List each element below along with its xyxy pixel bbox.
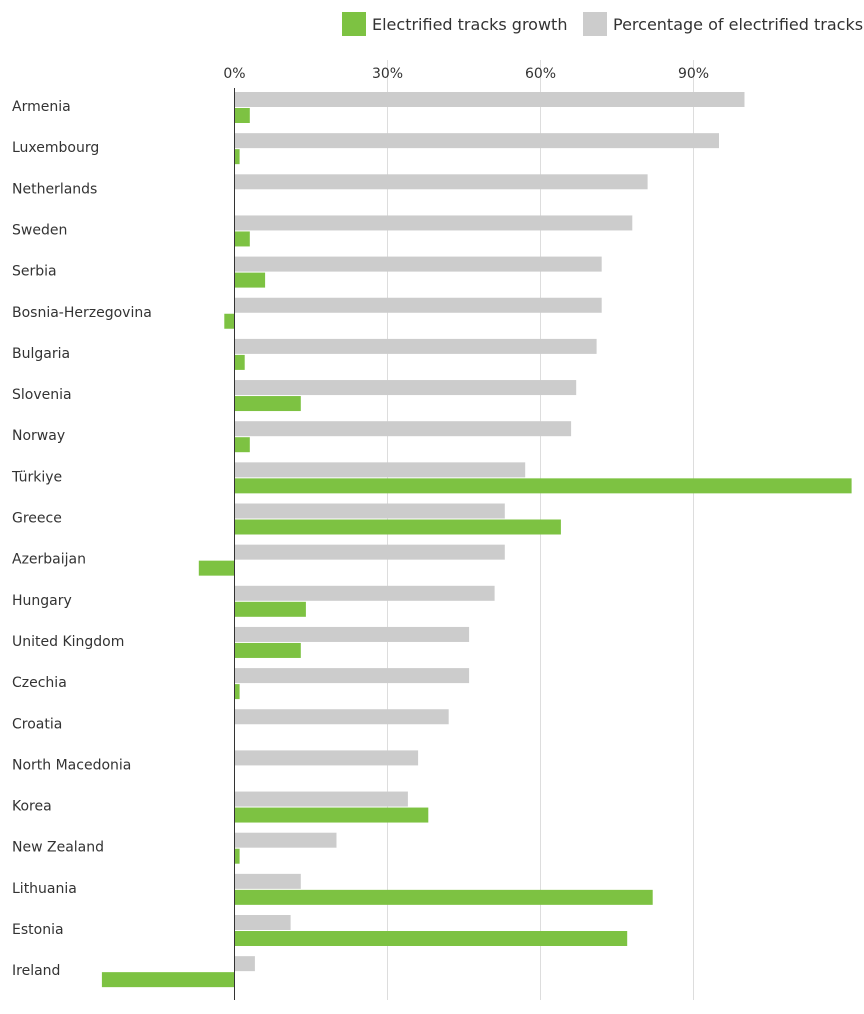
bar-growth-20 <box>234 931 628 946</box>
bar-percentage-14 <box>234 668 470 684</box>
legend: Electrified tracks growth Percentage of … <box>342 12 863 36</box>
category-label: Greece <box>12 511 62 527</box>
x-tick-label: 60% <box>525 66 556 82</box>
bar-growth-1 <box>234 149 240 165</box>
category-label: Hungary <box>12 593 72 609</box>
bar-percentage-20 <box>234 915 291 930</box>
legend-label-percentage: Percentage of electrified tracks <box>613 15 863 34</box>
category-label: Lithuania <box>12 881 77 897</box>
bar-percentage-0 <box>234 92 745 107</box>
bar-growth-8 <box>234 437 250 453</box>
category-label: Croatia <box>12 716 62 732</box>
x-tick-label: 90% <box>678 66 709 82</box>
category-label: Azerbaijan <box>12 552 86 568</box>
category-label: Luxembourg <box>12 140 99 156</box>
bar-growth-13 <box>234 642 301 658</box>
category-label: United Kingdom <box>12 634 124 650</box>
category-label: New Zealand <box>12 840 104 856</box>
category-label: Serbia <box>12 264 57 280</box>
category-label: North Macedonia <box>12 757 131 773</box>
category-label: Korea <box>12 799 52 815</box>
x-axis-ticks: 0% 30% 60% 90% <box>223 66 709 82</box>
bar-percentage-21 <box>234 956 255 972</box>
bar-growth-7 <box>234 396 301 412</box>
bar-percentage-10 <box>234 503 505 519</box>
bars <box>101 92 852 988</box>
bar-percentage-2 <box>234 174 648 190</box>
bar-growth-10 <box>234 519 561 535</box>
legend-swatch-percentage <box>583 12 607 36</box>
bar-percentage-13 <box>234 626 470 642</box>
legend-label-growth: Electrified tracks growth <box>372 15 567 34</box>
bar-percentage-1 <box>234 133 719 149</box>
bar-percentage-12 <box>234 585 495 601</box>
bar-growth-9 <box>234 478 852 494</box>
category-labels: Armenia Luxembourg Netherlands Sweden Serbia… <box>11 99 152 979</box>
category-label: Sweden <box>12 222 67 238</box>
category-label: Bulgaria <box>12 346 70 362</box>
bar-growth-18 <box>234 848 240 864</box>
bar-growth-3 <box>234 231 250 247</box>
category-label: Armenia <box>12 99 71 115</box>
bar-percentage-17 <box>234 791 408 807</box>
bar-percentage-6 <box>234 338 597 354</box>
bar-growth-5 <box>224 313 235 329</box>
category-label: Czechia <box>12 675 67 691</box>
bar-growth-11 <box>198 560 235 576</box>
bar-percentage-16 <box>234 750 419 766</box>
bar-percentage-8 <box>234 421 572 437</box>
category-label: Bosnia-Herzegovina <box>12 305 152 321</box>
bar-growth-21 <box>101 972 235 988</box>
bar-growth-19 <box>234 889 653 905</box>
bar-percentage-18 <box>234 832 337 848</box>
category-label: Estonia <box>12 922 64 938</box>
category-label: Norway <box>12 428 65 444</box>
bar-percentage-5 <box>234 297 602 313</box>
bar-percentage-11 <box>234 544 505 560</box>
bar-percentage-19 <box>234 873 301 889</box>
legend-swatch-growth <box>342 12 366 36</box>
bar-percentage-9 <box>234 462 526 478</box>
category-label: Netherlands <box>12 181 97 197</box>
bar-percentage-4 <box>234 256 602 272</box>
bar-percentage-7 <box>234 380 577 396</box>
bar-growth-4 <box>234 272 266 288</box>
bar-percentage-3 <box>234 215 633 231</box>
bar-growth-12 <box>234 601 306 617</box>
category-label: Ireland <box>12 963 60 979</box>
bar-growth-6 <box>234 354 245 370</box>
x-tick-label: 0% <box>223 66 245 82</box>
category-label: Slovenia <box>12 387 72 403</box>
bar-growth-17 <box>234 807 429 823</box>
bar-growth-0 <box>234 108 250 123</box>
category-label: Türkiye <box>11 469 62 485</box>
x-tick-label: 30% <box>372 66 403 82</box>
bar-percentage-15 <box>234 709 449 725</box>
bar-growth-14 <box>234 684 240 700</box>
